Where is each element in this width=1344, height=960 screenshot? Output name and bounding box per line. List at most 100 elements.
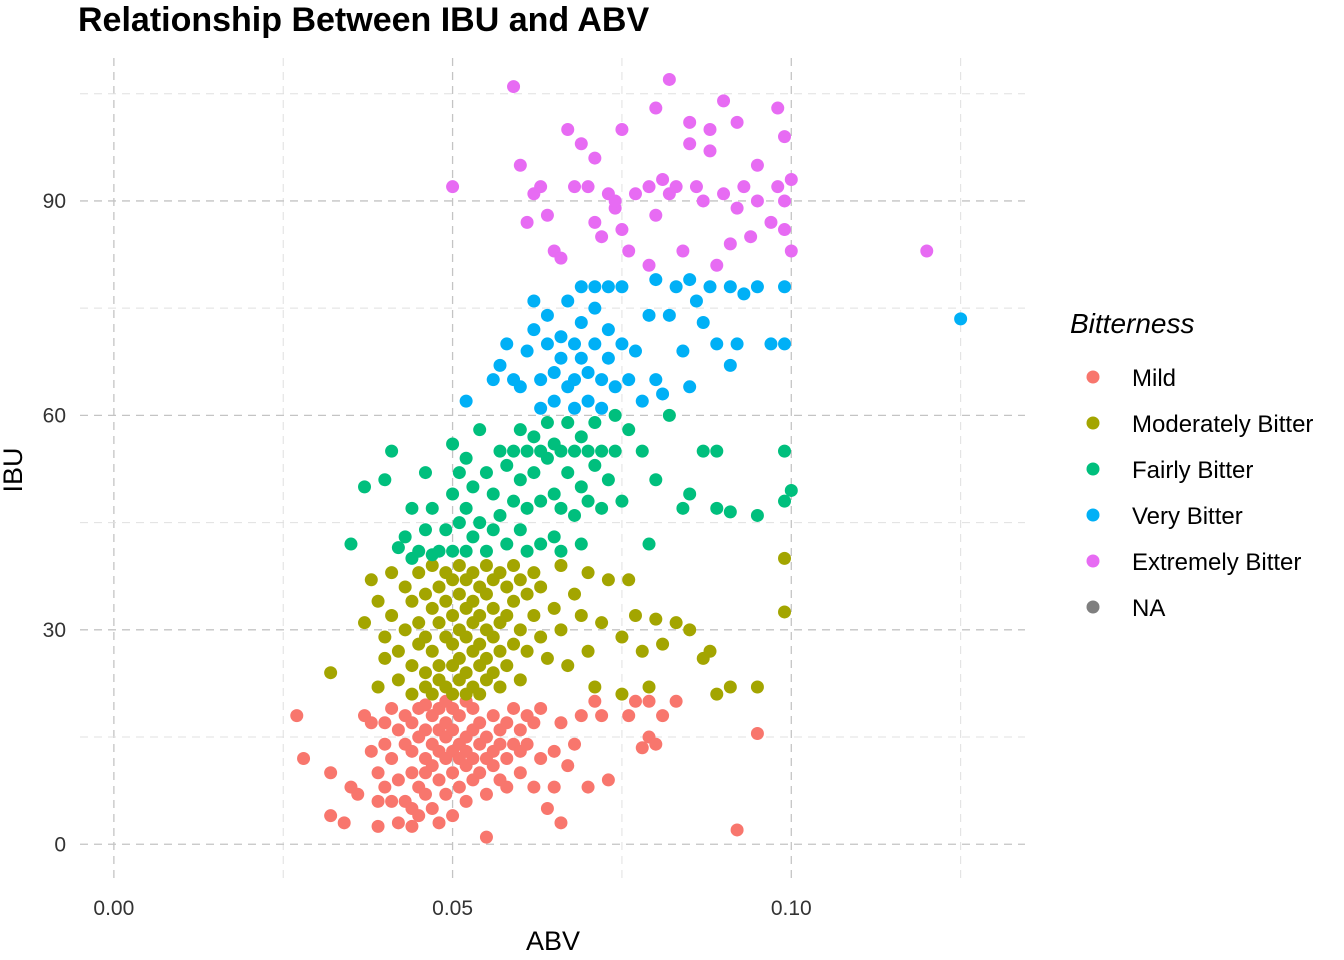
point-very-bitter bbox=[520, 344, 534, 358]
point-extremely-bitter bbox=[446, 180, 460, 194]
point-fairly-bitter bbox=[452, 466, 466, 480]
point-extremely-bitter bbox=[778, 194, 792, 208]
point-extremely-bitter bbox=[730, 115, 744, 129]
point-extremely-bitter bbox=[771, 180, 785, 194]
point-fairly-bitter bbox=[554, 444, 568, 458]
point-mild bbox=[730, 823, 744, 837]
point-moderately-bitter bbox=[418, 630, 432, 644]
point-fairly-bitter bbox=[601, 473, 615, 487]
point-moderately-bitter bbox=[466, 594, 480, 608]
point-moderately-bitter bbox=[371, 594, 385, 608]
point-mild bbox=[446, 809, 460, 823]
point-very-bitter bbox=[588, 337, 602, 351]
point-mild bbox=[507, 701, 521, 715]
point-moderately-bitter bbox=[405, 687, 419, 701]
point-moderately-bitter bbox=[324, 666, 338, 680]
point-mild bbox=[324, 766, 338, 780]
point-fairly-bitter bbox=[466, 530, 480, 544]
point-mild bbox=[540, 802, 554, 816]
point-fairly-bitter bbox=[723, 505, 737, 519]
point-moderately-bitter bbox=[507, 558, 521, 572]
point-fairly-bitter bbox=[547, 487, 561, 501]
point-fairly-bitter bbox=[676, 501, 690, 515]
point-very-bitter bbox=[750, 280, 764, 294]
point-fairly-bitter bbox=[595, 501, 609, 515]
point-mild bbox=[405, 744, 419, 758]
point-extremely-bitter bbox=[717, 94, 731, 108]
point-mild bbox=[500, 751, 514, 765]
point-fairly-bitter bbox=[479, 544, 493, 558]
point-very-bitter bbox=[676, 344, 690, 358]
point-fairly-bitter bbox=[581, 494, 595, 508]
point-very-bitter bbox=[778, 337, 792, 351]
point-fairly-bitter bbox=[520, 444, 534, 458]
point-mild bbox=[391, 773, 405, 787]
y-tick-label: 60 bbox=[43, 404, 66, 427]
point-mild bbox=[385, 751, 399, 765]
point-mild bbox=[561, 759, 575, 773]
point-moderately-bitter bbox=[446, 637, 460, 651]
point-moderately-bitter bbox=[595, 616, 609, 630]
point-fairly-bitter bbox=[486, 523, 500, 537]
point-mild bbox=[364, 716, 378, 730]
point-fairly-bitter bbox=[595, 444, 609, 458]
point-very-bitter bbox=[737, 287, 751, 301]
point-mild bbox=[425, 802, 439, 816]
point-very-bitter bbox=[547, 366, 561, 380]
point-extremely-bitter bbox=[581, 180, 595, 194]
point-extremely-bitter bbox=[784, 173, 798, 187]
point-moderately-bitter bbox=[479, 651, 493, 665]
legend-key-extremely-bitter bbox=[1086, 554, 1100, 568]
point-fairly-bitter bbox=[696, 444, 710, 458]
point-mild bbox=[391, 816, 405, 830]
point-moderately-bitter bbox=[493, 644, 507, 658]
point-fairly-bitter bbox=[574, 430, 588, 444]
point-moderately-bitter bbox=[656, 637, 670, 651]
point-mild bbox=[479, 830, 493, 844]
point-extremely-bitter bbox=[710, 258, 724, 272]
point-moderately-bitter bbox=[446, 573, 460, 587]
point-very-bitter bbox=[568, 337, 582, 351]
point-very-bitter bbox=[615, 337, 629, 351]
point-mild bbox=[378, 737, 392, 751]
point-fairly-bitter bbox=[344, 537, 358, 551]
point-very-bitter bbox=[723, 358, 737, 372]
point-mild bbox=[534, 701, 548, 715]
point-very-bitter bbox=[574, 351, 588, 365]
point-fairly-bitter bbox=[662, 408, 676, 422]
point-fairly-bitter bbox=[554, 544, 568, 558]
point-fairly-bitter bbox=[778, 444, 792, 458]
point-mild bbox=[628, 694, 642, 708]
point-fairly-bitter bbox=[547, 530, 561, 544]
point-fairly-bitter bbox=[493, 444, 507, 458]
point-moderately-bitter bbox=[418, 587, 432, 601]
point-mild bbox=[642, 694, 656, 708]
point-mild bbox=[290, 709, 304, 723]
point-mild bbox=[418, 723, 432, 737]
point-extremely-bitter bbox=[507, 80, 521, 94]
point-mild bbox=[479, 787, 493, 801]
point-mild bbox=[622, 709, 636, 723]
point-fairly-bitter bbox=[581, 444, 595, 458]
point-very-bitter bbox=[595, 373, 609, 387]
point-fairly-bitter bbox=[574, 537, 588, 551]
point-extremely-bitter bbox=[771, 101, 785, 115]
point-very-bitter bbox=[581, 394, 595, 408]
point-extremely-bitter bbox=[920, 244, 934, 258]
point-extremely-bitter bbox=[649, 101, 663, 115]
y-axis-title: IBU bbox=[0, 447, 28, 492]
point-moderately-bitter bbox=[649, 612, 663, 626]
point-mild bbox=[297, 751, 311, 765]
point-fairly-bitter bbox=[412, 544, 426, 558]
point-extremely-bitter bbox=[588, 215, 602, 229]
point-fairly-bitter bbox=[486, 487, 500, 501]
point-extremely-bitter bbox=[676, 244, 690, 258]
data-points bbox=[290, 72, 968, 844]
point-fairly-bitter bbox=[710, 444, 724, 458]
point-mild bbox=[452, 780, 466, 794]
point-fairly-bitter bbox=[635, 444, 649, 458]
point-moderately-bitter bbox=[615, 687, 629, 701]
point-moderately-bitter bbox=[547, 601, 561, 615]
point-moderately-bitter bbox=[452, 558, 466, 572]
